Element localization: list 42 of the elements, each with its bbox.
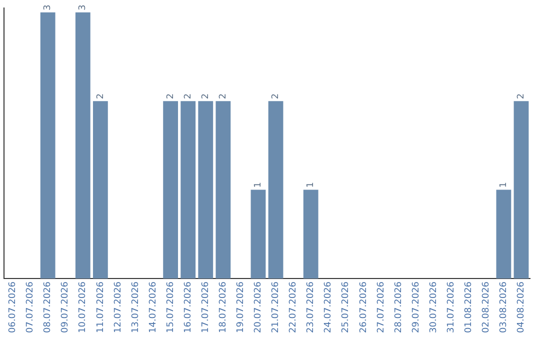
data-label: 2 [183,93,194,100]
x-tick-label: 16.07.2026 [183,281,194,333]
data-label: 2 [218,93,229,100]
x-tick-label: 03.08.2026 [499,281,510,333]
x-tick-label: 07.07.2026 [26,281,36,333]
x-tick-label: 14.07.2026 [148,281,158,333]
x-tick-label: 25.07.2026 [341,281,352,333]
x-tick-label: 22.07.2026 [288,281,299,333]
x-tick-label: 17.07.2026 [200,281,211,333]
x-tick-label: 15.07.2026 [166,281,176,333]
x-tick-label: 18.07.2026 [218,281,229,333]
data-label: 1 [254,182,264,188]
x-tick-label: 28.07.2026 [394,281,404,333]
x-tick-label: 30.07.2026 [428,281,439,333]
x-tick-label: 19.07.2026 [236,281,246,333]
x-tick-label: 06.07.2026 [8,281,18,333]
data-label: 3 [43,4,54,10]
x-tick-label: 02.08.2026 [482,281,492,333]
x-tick-label: 09.07.2026 [60,281,71,333]
x-tick-label: 23.07.2026 [306,281,316,333]
x-tick-label: 21.07.2026 [271,281,282,333]
x-tick-label: 11.07.2026 [96,281,106,333]
x-tick-label: 31.07.2026 [446,281,456,333]
x-tick-label: 24.07.2026 [324,281,334,333]
x-tick-label: 27.07.2026 [376,281,386,333]
data-label: 2 [96,93,106,100]
x-tick-label: 20.07.2026 [254,281,264,333]
data-label: 2 [200,93,211,100]
data-label: 3 [78,4,88,10]
data-label: 2 [166,93,176,100]
x-tick-label: 29.07.2026 [411,281,422,333]
data-label: 1 [306,182,316,188]
x-tick-label: 13.07.2026 [130,281,141,333]
x-tick-label: 08.07.2026 [43,281,54,333]
x-tick-label: 04.08.2026 [516,281,527,333]
x-tick-label: 10.07.2026 [78,281,88,333]
data-label: 2 [516,93,527,100]
data-label: 1 [499,182,510,188]
data-label: 2 [271,93,282,100]
x-tick-label: 01.08.2026 [464,281,474,333]
x-tick-label: 12.07.2026 [113,281,124,333]
x-tick-label: 26.07.2026 [358,281,369,333]
